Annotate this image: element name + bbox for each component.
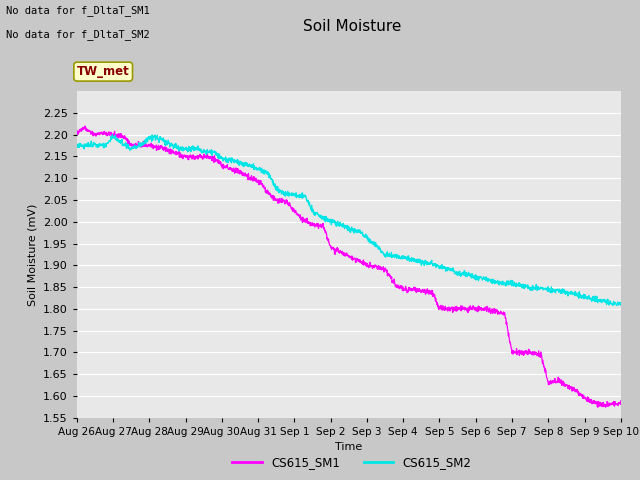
Legend: CS615_SM1, CS615_SM2: CS615_SM1, CS615_SM2 bbox=[228, 452, 476, 474]
Text: No data for f_DltaT_SM2: No data for f_DltaT_SM2 bbox=[6, 29, 150, 40]
Text: Soil Moisture: Soil Moisture bbox=[303, 19, 401, 34]
X-axis label: Time: Time bbox=[335, 442, 362, 452]
Text: TW_met: TW_met bbox=[77, 65, 129, 78]
Text: No data for f_DltaT_SM1: No data for f_DltaT_SM1 bbox=[6, 5, 150, 16]
Y-axis label: Soil Moisture (mV): Soil Moisture (mV) bbox=[28, 203, 37, 306]
